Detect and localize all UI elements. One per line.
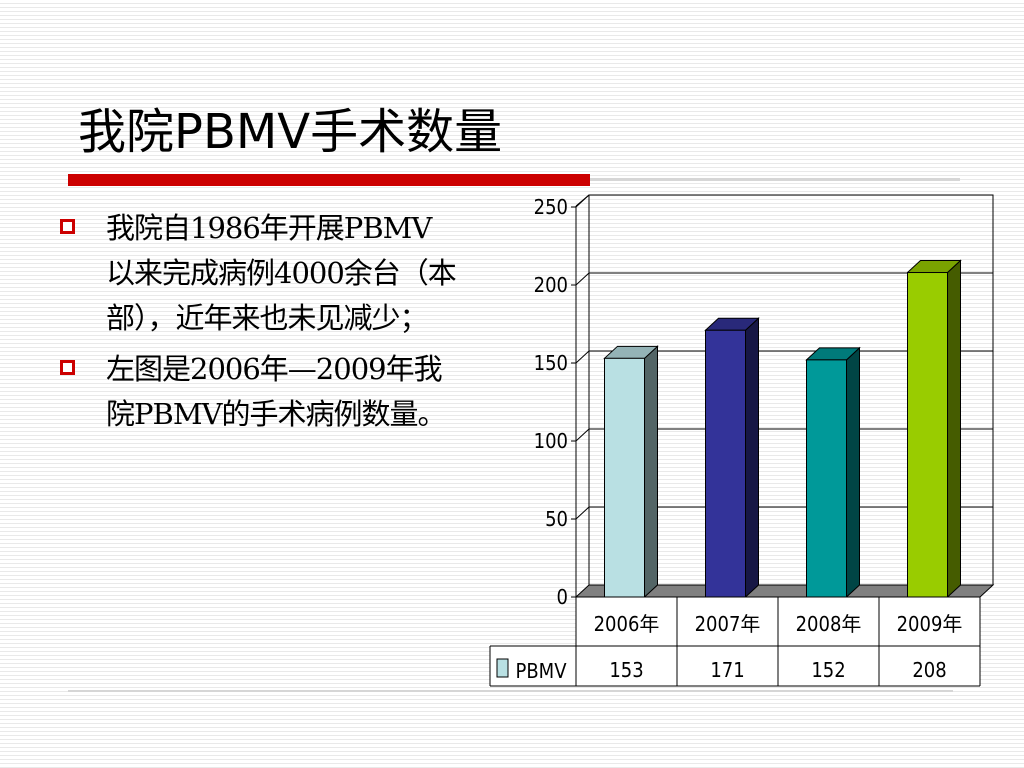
category-label: 2006年 [594, 612, 660, 636]
gridline-depth [575, 428, 590, 442]
bar [705, 329, 746, 598]
bar [907, 272, 948, 598]
legend-swatch [496, 658, 509, 678]
y-tick-label: 150 [534, 351, 568, 375]
bar [806, 359, 847, 598]
gridline-depth [575, 350, 590, 364]
data-label: 208 [912, 658, 946, 682]
y-tick-label: 200 [534, 273, 568, 297]
data-label: 152 [811, 658, 845, 682]
legend-series-name: PBMV [515, 659, 567, 683]
gridline-depth [575, 506, 590, 520]
bar-side [745, 317, 759, 599]
y-tick-label: 0 [557, 585, 568, 609]
bullet-text: 我院自1986年开展PBMV以来完成病例4000余台（本部），近年来也未见减少； [106, 211, 457, 335]
bottom-rule [68, 690, 953, 692]
bullet-item: 我院自1986年开展PBMV以来完成病例4000余台（本部），近年来也未见减少； [58, 206, 458, 341]
square-bullet-icon [60, 219, 75, 234]
bullet-item: 左图是2006年—2009年我院PBMV的手术病例数量。 [58, 347, 458, 437]
category-label: 2009年 [897, 612, 963, 636]
title-rule-grey [590, 178, 960, 181]
page-title: 我院PBMV手术数量 [78, 104, 503, 160]
bar [604, 357, 645, 598]
bar-side [644, 345, 658, 599]
bullet-text: 左图是2006年—2009年我院PBMV的手术病例数量。 [106, 352, 446, 431]
y-tick-label: 250 [534, 195, 568, 219]
bar-side [846, 346, 860, 599]
bullet-list: 我院自1986年开展PBMV以来完成病例4000余台（本部），近年来也未见减少；… [58, 206, 458, 443]
gridline-depth [575, 272, 590, 286]
data-label: 171 [710, 658, 744, 682]
title-rule-red [68, 174, 590, 186]
bar-side [947, 259, 961, 599]
y-tick-label: 100 [534, 429, 568, 453]
category-label: 2007年 [695, 612, 761, 636]
category-label: 2008年 [796, 612, 862, 636]
y-tick-label: 50 [545, 507, 568, 531]
square-bullet-icon [60, 360, 75, 375]
y-axis-depth [575, 194, 590, 207]
data-label: 153 [609, 658, 643, 682]
